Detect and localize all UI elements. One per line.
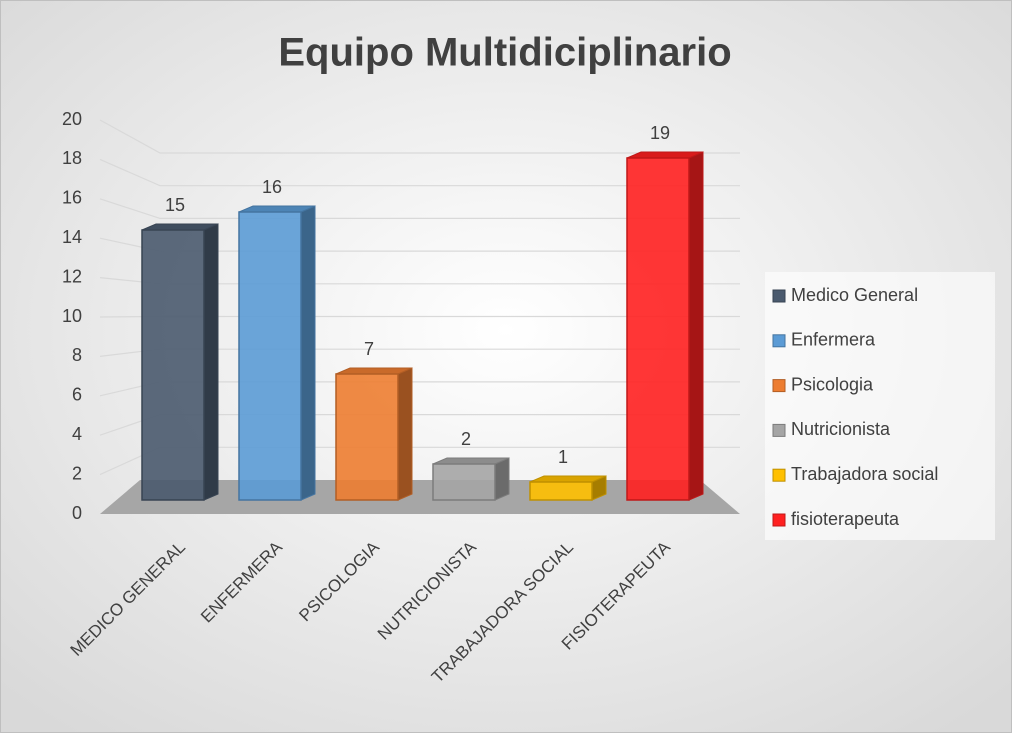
grid-line	[99, 158, 740, 187]
bar-side	[203, 223, 219, 501]
data-label: 7	[364, 339, 374, 359]
y-tick-label: 0	[72, 503, 82, 523]
legend-label: Psicologia	[791, 374, 874, 394]
legend-swatch	[772, 468, 786, 482]
y-tick-label: 10	[62, 306, 82, 326]
legend-swatch	[772, 423, 786, 437]
legend-box	[765, 272, 995, 540]
legend-label: fisioterapeuta	[791, 509, 900, 529]
chart-title: Equipo Multidiciplinario	[278, 31, 731, 75]
y-tick-label: 16	[62, 188, 82, 208]
bar-top	[141, 223, 219, 231]
legend-swatch	[772, 289, 786, 303]
bar	[335, 373, 399, 501]
bar-top	[335, 367, 413, 375]
legend-label: Trabajadora social	[791, 464, 938, 484]
data-label: 1	[558, 447, 568, 467]
y-tick-label: 14	[62, 227, 82, 247]
bar-side	[688, 151, 704, 501]
data-label: 2	[461, 429, 471, 449]
data-label: 16	[262, 177, 282, 197]
bar	[141, 229, 205, 501]
bar	[238, 211, 302, 501]
legend-label: Medico General	[791, 285, 918, 305]
legend-swatch	[772, 334, 786, 348]
legend-swatch	[772, 513, 786, 527]
y-tick-label: 20	[62, 109, 82, 129]
data-label: 19	[650, 123, 670, 143]
data-label: 15	[165, 195, 185, 215]
y-tick-label: 6	[72, 385, 82, 405]
bar-side	[300, 205, 316, 501]
y-tick-label: 8	[72, 345, 82, 365]
bar	[529, 481, 593, 501]
legend-swatch	[772, 379, 786, 393]
bar-side	[494, 457, 510, 501]
bar	[432, 463, 496, 501]
y-tick-label: 2	[72, 463, 82, 483]
legend-label: Enfermera	[791, 330, 876, 350]
bar-side	[397, 367, 413, 501]
bar-top	[238, 205, 316, 213]
y-tick-label: 4	[72, 424, 82, 444]
bar	[626, 157, 690, 501]
bar-top	[626, 151, 704, 159]
bar-top	[432, 457, 510, 465]
grid-line	[99, 119, 740, 154]
y-tick-label: 12	[62, 266, 82, 286]
bar-top	[529, 475, 607, 483]
y-tick-label: 18	[62, 148, 82, 168]
grid-line	[99, 198, 740, 219]
legend-label: Nutricionista	[791, 419, 891, 439]
